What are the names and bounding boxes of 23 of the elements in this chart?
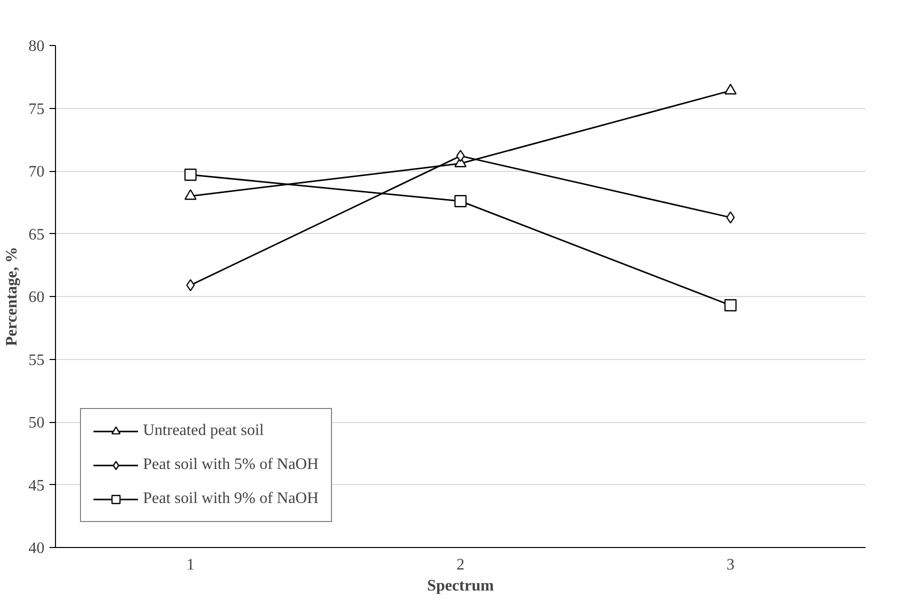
legend-label: Peat soil with 5% of NaOH [143, 456, 319, 474]
y-tick-label: 65 [28, 226, 44, 244]
point [454, 195, 467, 208]
x-tick-label: 1 [186, 556, 194, 574]
legend-label: Peat soil with 9% of NaOH [143, 490, 319, 508]
y-tick-label: 45 [28, 477, 44, 494]
y-tick-label: 60 [28, 289, 44, 306]
y-tick-label: 55 [28, 352, 44, 369]
legend-label: Untreated peat soil [143, 422, 264, 440]
point [184, 168, 197, 181]
y-tick-label: 40 [28, 540, 44, 557]
x-axis-title: Spectrum [427, 578, 494, 594]
point [186, 279, 195, 292]
point [724, 84, 737, 94]
x-tick-label: 2 [456, 556, 464, 574]
y-tick-label: 75 [28, 100, 44, 118]
y-tick-label: 80 [28, 38, 44, 55]
y-tick-label: 50 [28, 414, 44, 432]
y-tick-label: 70 [28, 164, 44, 180]
y-axis-title: Percentage, % [4, 246, 20, 346]
point [184, 189, 197, 200]
x-tick-label: 3 [726, 556, 734, 574]
point [724, 299, 737, 312]
